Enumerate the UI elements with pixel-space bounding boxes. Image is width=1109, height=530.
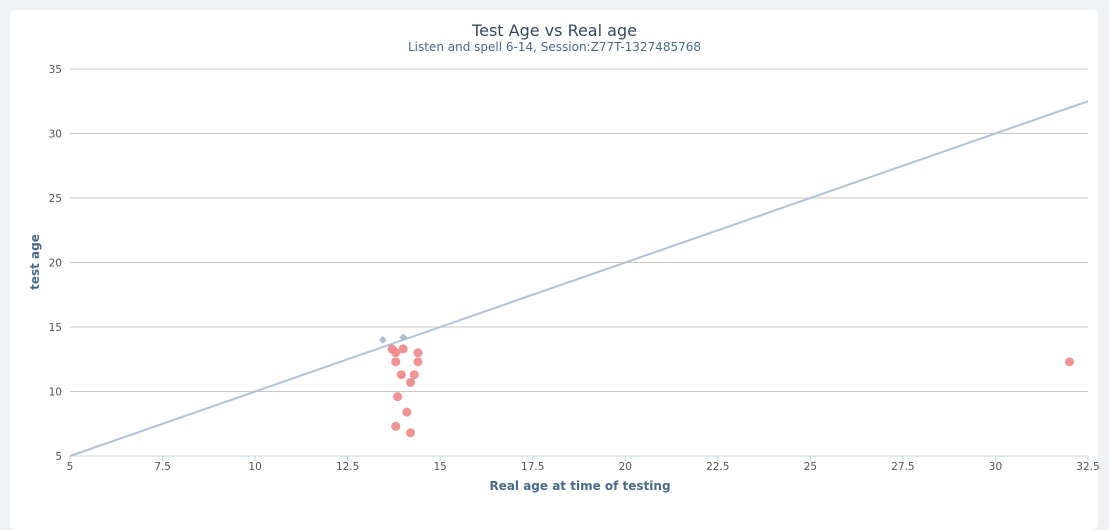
data-point <box>398 344 408 354</box>
x-tick-label: 20 <box>619 461 632 473</box>
data-point <box>391 421 401 431</box>
x-tick-label: 17.5 <box>521 461 544 473</box>
data-point <box>391 348 401 358</box>
data-point <box>406 428 416 438</box>
data-point <box>413 357 423 367</box>
data-point-diamond <box>378 335 387 344</box>
data-point <box>406 377 416 387</box>
x-tick-label: 30 <box>989 461 1002 473</box>
identity-line <box>69 100 1089 457</box>
y-tick-label: 30 <box>49 129 62 141</box>
data-point <box>409 370 419 380</box>
data-point <box>393 392 403 402</box>
x-tick-label: 22.5 <box>706 461 729 473</box>
data-point <box>391 357 401 367</box>
grid-lines <box>70 68 1088 457</box>
data-point-diamond <box>399 333 408 342</box>
y-tick-label: 10 <box>49 387 62 399</box>
scatter-plot: 5 10 15 20 25 30 35 5 7.5 10 12.5 15 17.5 20 22.5 25 27… <box>28 64 1100 493</box>
x-tick-label: 25 <box>804 461 817 473</box>
y-axis-label: test age <box>28 234 42 290</box>
chart-subtitle: Listen and spell 6-14, Session:Z77T-1327… <box>408 40 701 54</box>
x-tick-label: 15 <box>433 461 446 473</box>
x-tick-label: 27.5 <box>891 461 914 473</box>
x-axis: 5 7.5 10 12.5 15 17.5 20 22.5 25 27.5 30 32.5 <box>67 455 1100 473</box>
y-axis: 5 10 15 20 25 30 35 <box>49 64 62 463</box>
x-tick-label: 12.5 <box>336 461 359 473</box>
y-tick-label: 25 <box>49 193 62 205</box>
data-points <box>378 333 1074 438</box>
chart-title: Test Age vs Real age <box>472 21 637 40</box>
x-axis-label: Real age at time of testing <box>489 479 670 493</box>
data-point <box>1064 357 1074 367</box>
x-tick-label: 5 <box>67 461 74 473</box>
y-tick-label: 20 <box>49 258 62 270</box>
chart-card <box>10 10 1098 530</box>
x-tick-label: 32.5 <box>1076 461 1099 473</box>
reference-line <box>69 100 1089 457</box>
data-point <box>396 370 406 380</box>
x-tick-label: 10 <box>248 461 261 473</box>
y-tick-label: 35 <box>49 64 62 76</box>
data-point <box>402 407 412 417</box>
y-tick-label: 5 <box>55 451 62 463</box>
x-tick-label: 7.5 <box>154 461 171 473</box>
y-tick-label: 15 <box>49 322 62 334</box>
data-point <box>413 348 423 358</box>
